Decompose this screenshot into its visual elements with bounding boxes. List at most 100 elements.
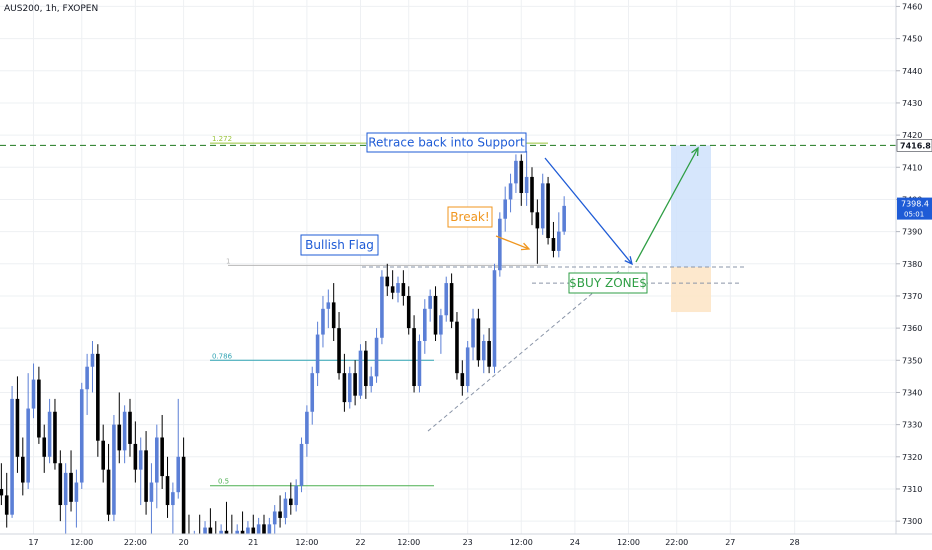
candle-body bbox=[401, 283, 406, 296]
candle-body bbox=[530, 176, 534, 213]
candle-body bbox=[96, 353, 100, 441]
candle-body bbox=[10, 398, 14, 515]
candle-body bbox=[412, 328, 416, 387]
live-price-label: 7398.4 bbox=[901, 200, 929, 209]
x-tick-label: 12:00 bbox=[295, 538, 318, 547]
candle-body bbox=[535, 212, 540, 229]
x-tick-label: 17 bbox=[28, 538, 38, 547]
annotations: Retrace back into Support Break! Bullish F… bbox=[300, 132, 648, 294]
candle-body bbox=[128, 411, 132, 444]
candle-body bbox=[503, 199, 507, 219]
candle-body bbox=[294, 485, 298, 506]
y-tick-label: 7360 bbox=[902, 324, 922, 333]
candle-body bbox=[251, 527, 256, 534]
y-tick-label: 7390 bbox=[902, 228, 922, 237]
x-tick-label: 27 bbox=[725, 538, 735, 547]
candle-body bbox=[69, 472, 73, 502]
x-tick-label: 23 bbox=[463, 538, 473, 547]
candle-body bbox=[514, 160, 518, 184]
flag-label: Bullish Flag bbox=[305, 238, 374, 252]
retrace-arrow-head bbox=[624, 256, 633, 266]
candle-body bbox=[396, 283, 400, 293]
candle-body bbox=[112, 424, 116, 515]
candle-body bbox=[21, 456, 25, 483]
candle-body bbox=[524, 176, 529, 194]
candle-body bbox=[358, 350, 363, 396]
candle-body bbox=[160, 437, 164, 477]
candle-body bbox=[428, 295, 432, 309]
y-tick-label: 7450 bbox=[902, 35, 922, 44]
candle-body bbox=[471, 318, 475, 348]
candle-body bbox=[417, 340, 422, 387]
candle-body bbox=[58, 463, 63, 506]
candle-body bbox=[321, 308, 325, 335]
x-tick-label: 21 bbox=[248, 538, 258, 547]
candle-body bbox=[15, 398, 20, 457]
buy-zone-label-box bbox=[568, 272, 648, 294]
candle-body bbox=[101, 440, 105, 470]
candle-body bbox=[224, 530, 229, 534]
buy-zone-label: $BUY ZONE$ bbox=[569, 276, 647, 290]
y-tick-label: 7320 bbox=[902, 453, 922, 462]
retrace-arrow bbox=[544, 157, 633, 265]
x-tick-label: 20 bbox=[179, 538, 189, 547]
candle-body bbox=[256, 524, 261, 534]
candle-body bbox=[0, 488, 4, 496]
candle-body bbox=[444, 283, 449, 316]
target-arrow bbox=[635, 147, 699, 263]
candle-body bbox=[433, 295, 438, 335]
candle-body bbox=[138, 450, 143, 470]
fib-label: 0.786 bbox=[212, 352, 233, 360]
candle-body bbox=[481, 340, 486, 361]
candle-body bbox=[347, 373, 352, 403]
candle-body bbox=[31, 379, 36, 409]
y-tick-label: 7350 bbox=[902, 356, 922, 365]
candle-body bbox=[155, 437, 159, 483]
x-tick-label: 12:00 bbox=[397, 538, 420, 547]
chart-title: AUS200, 1h, FXOPEN bbox=[4, 4, 99, 14]
candle-body bbox=[342, 373, 347, 403]
profit-zone bbox=[671, 145, 711, 267]
candle-body bbox=[305, 411, 309, 444]
x-tick-label: 12:00 bbox=[617, 538, 640, 547]
break-arrow bbox=[495, 235, 530, 250]
candle-body bbox=[337, 328, 341, 374]
target-arrow-head bbox=[691, 146, 699, 157]
candle-body bbox=[299, 443, 304, 486]
candle-body bbox=[208, 527, 213, 538]
y-tick-label: 7430 bbox=[902, 99, 922, 108]
y-tick-label: 7370 bbox=[902, 292, 922, 301]
candle-body bbox=[42, 437, 47, 457]
target-price-badge bbox=[896, 139, 932, 152]
candle-body bbox=[149, 482, 154, 502]
candle-body bbox=[272, 511, 277, 525]
candle-body bbox=[498, 218, 502, 271]
candle-body bbox=[267, 524, 272, 534]
fib-label: 1 bbox=[226, 257, 230, 265]
x-tick-label: 22:00 bbox=[124, 538, 147, 547]
y-tick-label: 7420 bbox=[902, 131, 922, 140]
candle-body bbox=[171, 492, 175, 506]
retrace-label: Retrace back into Support bbox=[368, 136, 525, 150]
candle-body bbox=[331, 302, 336, 329]
candle-body bbox=[476, 318, 481, 361]
candle-body bbox=[353, 373, 357, 396]
risk-zone bbox=[671, 267, 711, 313]
y-tick-label: 7310 bbox=[902, 485, 922, 494]
candle-body bbox=[26, 408, 30, 483]
candle-body bbox=[385, 276, 390, 287]
candle-body bbox=[117, 424, 122, 451]
x-tick-label: 24 bbox=[570, 538, 580, 547]
candle-body bbox=[47, 411, 52, 457]
fib-levels: 1.272 1 0.786 0.5 bbox=[210, 135, 548, 487]
flag-label-box bbox=[300, 234, 379, 256]
candle-body bbox=[176, 456, 181, 493]
fib-label: 1.272 bbox=[212, 135, 232, 143]
candle-body bbox=[37, 379, 41, 438]
candle-body bbox=[369, 376, 373, 387]
candle-body bbox=[449, 283, 454, 322]
candle-body bbox=[557, 231, 561, 251]
candle-body bbox=[122, 411, 127, 451]
candle-body bbox=[144, 450, 148, 502]
